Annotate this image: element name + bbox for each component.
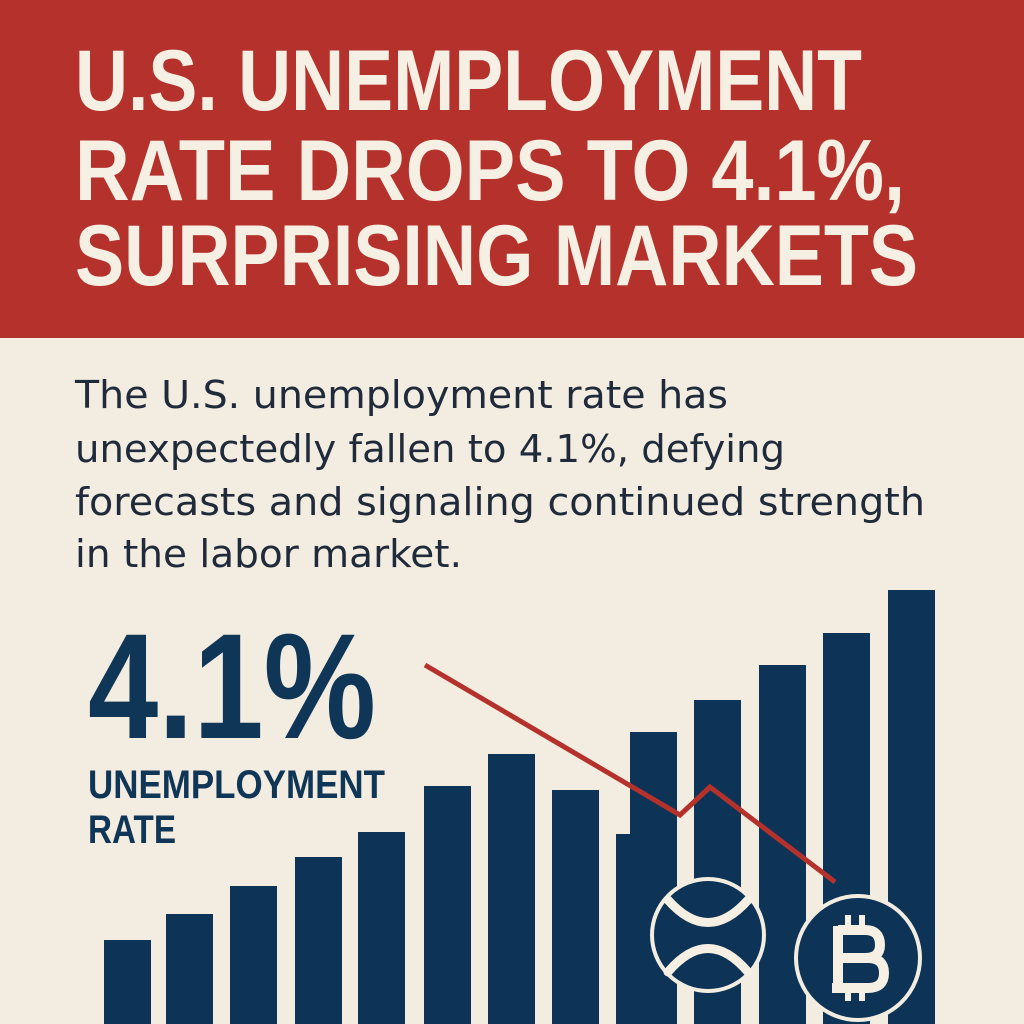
body-line: The U.S. unemployment rate has (74, 373, 728, 417)
stat-value: 4.1% (88, 602, 376, 770)
bar (104, 940, 151, 1024)
bar (552, 790, 599, 1024)
body-line: in the labor market. (75, 532, 462, 576)
title-line: SURPRISING MARKETS (75, 208, 918, 304)
stat-label: UNEMPLOYMENT (88, 763, 385, 807)
bar (488, 754, 535, 1024)
bar (166, 914, 213, 1024)
bar (295, 857, 342, 1024)
xrp-symbol (663, 895, 753, 977)
trend-line (423, 662, 837, 884)
stat-label: RATE (88, 808, 176, 852)
title-line: U.S. UNEMPLOYMENT (75, 33, 862, 129)
bar (358, 832, 405, 1024)
title-line: RATE DROPS TO 4.1%, (75, 123, 905, 219)
bar (424, 786, 471, 1024)
body-line: forecasts and signaling continued streng… (75, 480, 925, 524)
bar (230, 886, 277, 1024)
header-band (0, 0, 1024, 338)
body-line: unexpectedly fallen to 4.1%, defying (75, 427, 785, 471)
bitcoin-symbol (832, 915, 890, 1001)
bar (630, 732, 677, 1024)
